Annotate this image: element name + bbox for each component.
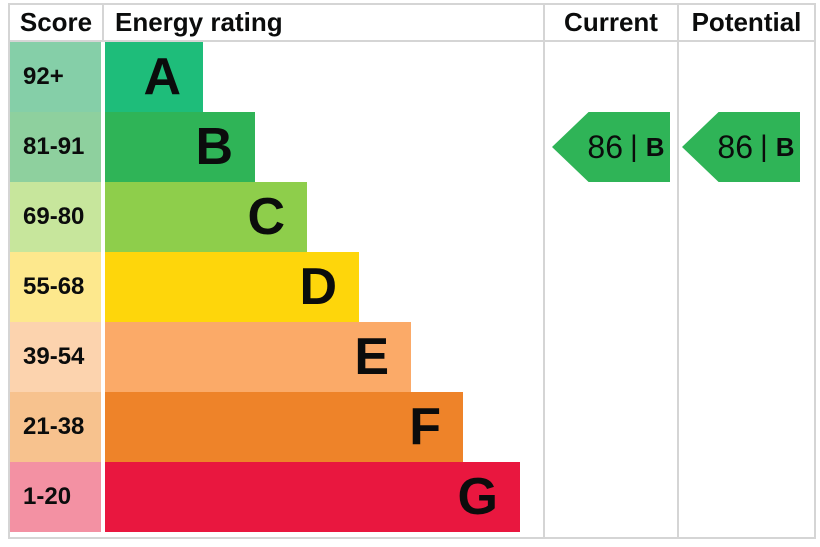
- band-letter: D: [299, 258, 337, 316]
- column-divider-current: [543, 5, 545, 537]
- rating-bar-g: G: [105, 462, 520, 532]
- band-row-b: 81-91 B: [10, 112, 540, 182]
- current-rating-badge: 86 | B: [552, 112, 670, 182]
- score-range-cell: 92+: [10, 42, 101, 112]
- band-row-g: 1-20 G: [10, 462, 540, 532]
- rating-bar-d: D: [105, 252, 359, 322]
- header-divider: [102, 5, 104, 42]
- rating-bar-a: A: [105, 42, 203, 112]
- score-range-cell: 39-54: [10, 322, 101, 392]
- potential-rating-badge: 86 | B: [682, 112, 800, 182]
- band-rows: 92+ A 81-91 B 69-80 C 55-68 D 39-54 E 21…: [10, 42, 540, 532]
- score-range-label: 55-68: [23, 273, 85, 300]
- band-row-d: 55-68 D: [10, 252, 540, 322]
- score-range-label: 39-54: [23, 343, 85, 370]
- bar-gap: [101, 42, 105, 112]
- column-divider-potential: [677, 5, 679, 537]
- score-range-label: 21-38: [23, 413, 85, 440]
- band-letter: F: [409, 398, 441, 456]
- header-potential: Potential: [691, 7, 802, 37]
- current-score-value: 86: [587, 128, 623, 165]
- header-score: Score: [19, 7, 93, 37]
- bar-gap: [101, 182, 105, 252]
- rating-bar-c: C: [105, 182, 307, 252]
- band-letter: G: [457, 468, 498, 526]
- epc-chart: Score Energy rating Current Potential 92…: [8, 3, 816, 539]
- rating-bar-f: F: [105, 392, 463, 462]
- score-range-label: 92+: [23, 63, 64, 90]
- badge-separator: |: [630, 130, 638, 163]
- band-row-a: 92+ A: [10, 42, 540, 112]
- band-row-e: 39-54 E: [10, 322, 540, 392]
- potential-score-value: 86: [717, 128, 753, 165]
- header-energy-rating: Energy rating: [115, 7, 283, 37]
- bar-gap: [101, 322, 105, 392]
- score-range-cell: 21-38: [10, 392, 101, 462]
- band-letter: E: [354, 328, 389, 386]
- bar-gap: [101, 392, 105, 462]
- score-range-cell: 69-80: [10, 182, 101, 252]
- rating-bar-e: E: [105, 322, 411, 392]
- band-letter: A: [143, 48, 181, 106]
- score-range-cell: 1-20: [10, 462, 101, 532]
- header-current: Current: [564, 7, 658, 37]
- score-range-cell: 55-68: [10, 252, 101, 322]
- potential-band-letter: B: [775, 131, 795, 162]
- bar-gap: [101, 112, 105, 182]
- band-letter: B: [195, 118, 233, 176]
- chart-header: Score Energy rating Current Potential: [10, 5, 814, 42]
- score-range-label: 81-91: [23, 133, 85, 160]
- score-range-label: 69-80: [23, 203, 85, 230]
- bar-gap: [101, 252, 105, 322]
- current-band-letter: B: [645, 131, 665, 162]
- band-row-c: 69-80 C: [10, 182, 540, 252]
- score-range-label: 1-20: [23, 483, 72, 510]
- bar-gap: [101, 462, 105, 532]
- score-range-cell: 81-91: [10, 112, 101, 182]
- band-letter: C: [247, 188, 285, 246]
- band-row-f: 21-38 F: [10, 392, 540, 462]
- badge-separator: |: [760, 130, 768, 163]
- rating-bar-b: B: [105, 112, 255, 182]
